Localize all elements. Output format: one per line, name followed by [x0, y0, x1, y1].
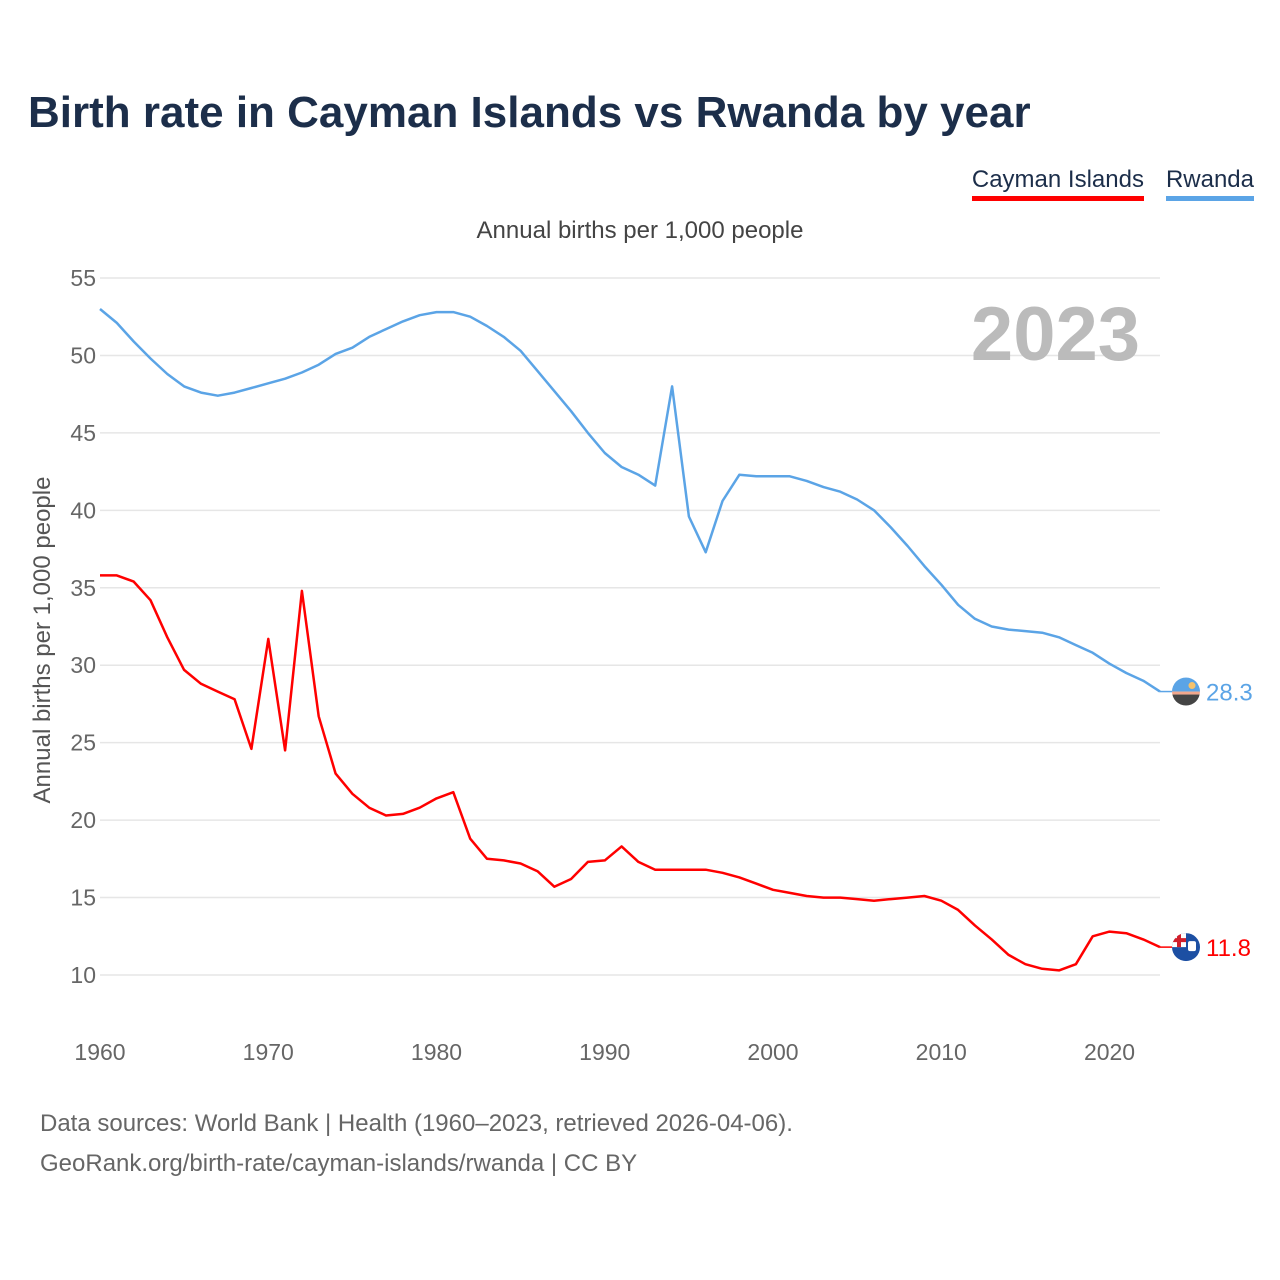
end-value-label-cayman-islands: 11.8 [1206, 935, 1251, 962]
series-line-cayman-islands[interactable] [100, 574, 1161, 972]
series-lines [99, 308, 1161, 972]
y-tick-label: 25 [70, 730, 96, 756]
x-tick-label: 1970 [243, 1039, 294, 1065]
chart-subtitle: Annual births per 1,000 people [476, 217, 804, 244]
y-tick-label: 35 [70, 575, 96, 601]
y-tick-label: 30 [70, 652, 96, 678]
y-tick-label: 15 [70, 885, 96, 911]
series-line-rwanda[interactable] [99, 308, 1161, 693]
footer: Data sources: World Bank | Health (1960–… [40, 1104, 793, 1184]
legend: Cayman Islands Rwanda [971, 166, 1254, 201]
grid-lines [100, 277, 1160, 976]
y-tick-label: 10 [70, 962, 96, 988]
legend-item-rwanda[interactable]: Rwanda [1165, 166, 1254, 201]
y-axis-label: Annual births per 1,000 people [29, 477, 56, 804]
footer-link[interactable]: GeoRank.org/birth-rate/cayman-islands/rw… [40, 1150, 638, 1177]
chart-title: Birth rate in Cayman Islands vs Rwanda b… [28, 88, 1031, 137]
x-tick-label: 1960 [74, 1039, 125, 1065]
x-tick-label: 2010 [916, 1039, 967, 1065]
y-axis-ticks: 10 15 20 25 30 35 40 45 50 55 [70, 265, 96, 988]
x-tick-label: 1980 [411, 1039, 462, 1065]
y-tick-label: 50 [70, 342, 96, 368]
x-tick-label: 2000 [747, 1039, 798, 1065]
y-tick-label: 40 [70, 497, 96, 523]
series-end-markers: 11.8 28.3 [1160, 677, 1253, 962]
legend-item-cayman-islands[interactable]: Cayman Islands [971, 166, 1144, 201]
y-tick-label: 20 [70, 807, 96, 833]
year-display: 2023 [971, 292, 1140, 377]
cayman-flag-icon [1172, 933, 1200, 962]
y-tick-label: 45 [70, 420, 96, 446]
x-tick-label: 2020 [1084, 1039, 1135, 1065]
x-tick-label: 1990 [579, 1039, 630, 1065]
rwanda-flag-icon [1172, 677, 1200, 706]
x-axis-ticks: 1960 1970 1980 1990 2000 2010 2020 [74, 1039, 1135, 1065]
y-tick-label: 55 [70, 265, 96, 291]
footer-sources: Data sources: World Bank | Health (1960–… [40, 1110, 793, 1137]
end-value-label-rwanda: 28.3 [1206, 680, 1253, 707]
